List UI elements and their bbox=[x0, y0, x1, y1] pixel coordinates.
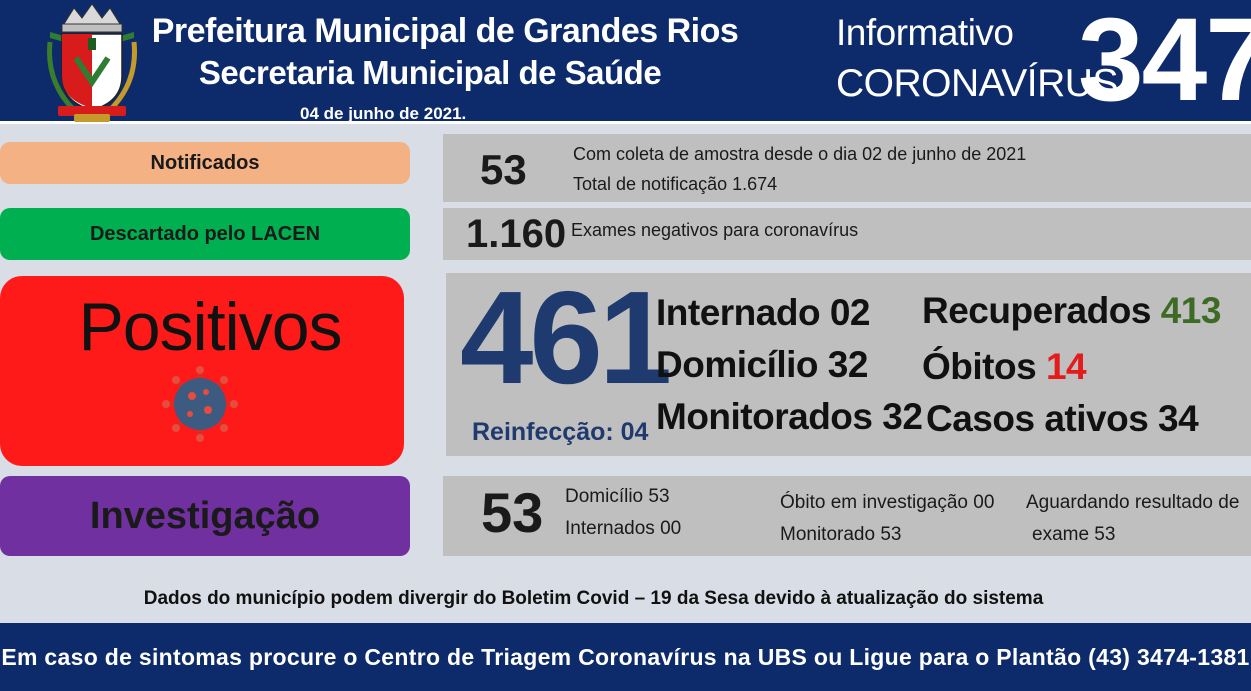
recuperados-value: 413 bbox=[1160, 290, 1222, 331]
reinfeccao-count: Reinfecção: 04 bbox=[472, 418, 649, 446]
investigacao-value: 53 bbox=[481, 481, 544, 544]
investigacao-aguardando-exame: exame 53 bbox=[1032, 524, 1116, 545]
investigacao-domicilio: Domicílio 53 bbox=[565, 486, 670, 507]
notificados-label: Notificados bbox=[0, 142, 410, 184]
obitos-label: Óbitos bbox=[922, 346, 1037, 387]
bulletin-date: 04 de junho de 2021. bbox=[300, 104, 467, 123]
investigacao-internados: Internados 00 bbox=[565, 518, 682, 539]
bulletin-number: 347 bbox=[1078, 0, 1251, 126]
positivos-panel bbox=[446, 273, 1251, 456]
positivos-box: Positivos bbox=[0, 276, 404, 466]
notificados-panel bbox=[443, 134, 1251, 202]
investigacao-monitorado: Monitorado 53 bbox=[780, 524, 902, 545]
domicilio-count: Domicílio 32 bbox=[656, 344, 868, 385]
investigacao-obito: Óbito em investigação 00 bbox=[780, 492, 995, 513]
coronavirus-icon bbox=[162, 366, 238, 442]
investigacao-label: Investigação bbox=[0, 476, 410, 556]
investigacao-aguardando: Aguardando resultado de bbox=[1026, 492, 1240, 513]
positivos-value: 461 bbox=[460, 264, 672, 411]
notificados-detail-total: Total de notificação 1.674 bbox=[573, 174, 778, 194]
recuperados-label: Recuperados bbox=[922, 290, 1151, 331]
monitorados-count: Monitorados 32 bbox=[656, 396, 923, 437]
municipal-crest-icon bbox=[47, 3, 137, 122]
footer-banner: Em caso de sintomas procure o Centro de … bbox=[0, 623, 1251, 691]
header-banner: Prefeitura Municipal de Grandes Rios Sec… bbox=[0, 0, 1251, 126]
footer-contact-text: Em caso de sintomas procure o Centro de … bbox=[1, 643, 1250, 670]
internado-count: Internado 02 bbox=[656, 292, 871, 333]
municipality-title: Prefeitura Municipal de Grandes Rios bbox=[151, 12, 739, 50]
obitos-stat: Óbitos 14 bbox=[922, 346, 1087, 388]
descartado-detail: Exames negativos para coronavírus bbox=[571, 220, 859, 240]
investigacao-panel bbox=[443, 476, 1251, 556]
descartado-label: Descartado pelo LACEN bbox=[0, 208, 410, 260]
info-label: Informativo bbox=[836, 12, 1014, 53]
descartado-panel bbox=[443, 208, 1251, 260]
notificados-detail-collection: Com coleta de amostra desde o dia 02 de … bbox=[573, 144, 1027, 164]
descartado-value: 1.160 bbox=[466, 212, 567, 256]
disclaimer-note: Dados do município podem divergir do Bol… bbox=[143, 588, 1044, 609]
coronavirus-label: CORONAVÍRUS bbox=[836, 62, 1118, 105]
recuperados-stat: Recuperados 413 bbox=[922, 290, 1221, 332]
obitos-value: 14 bbox=[1045, 346, 1087, 387]
department-title: Secretaria Municipal de Saúde bbox=[198, 54, 662, 91]
positivos-label: Positivos bbox=[78, 289, 342, 365]
casos-ativos-count: Casos ativos 34 bbox=[926, 398, 1199, 439]
notificados-value: 53 bbox=[480, 146, 527, 193]
